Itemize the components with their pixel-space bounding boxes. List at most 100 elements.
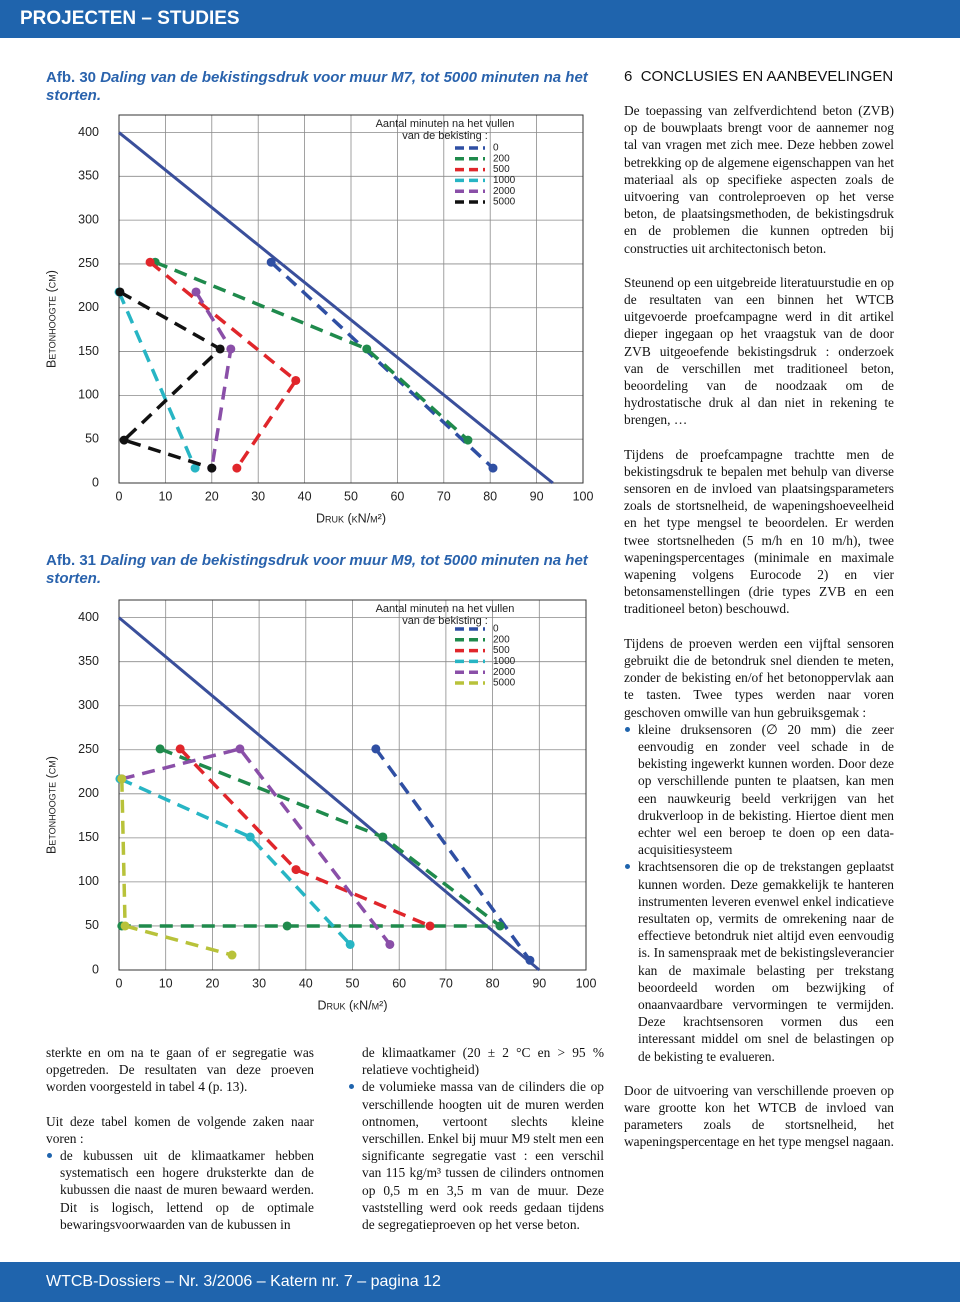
paragraph: Tijdens de proefcampagne trachtte men de… [624,446,894,617]
data-point [495,921,505,931]
legend-title: Aantal minuten na het vullen van de beki… [375,603,515,627]
legend-label: 200 [493,153,510,164]
reference-line [118,616,541,972]
caption: Afb. 31 Daling van de bekistingsdruk voo… [46,552,606,588]
header-title: PROJECTEN – STUDIES [20,8,240,29]
data-point [155,744,165,754]
y-tick-label: 300 [78,212,99,226]
x-tick-label: 90 [530,489,544,503]
data-point [190,463,200,473]
y-tick-label: 400 [78,125,99,139]
y-tick-label: 350 [78,654,99,668]
footer: WTCB-Dossiers – Nr. 3/2006 – Katern nr. … [0,1262,960,1302]
x-tick-label: 50 [344,489,358,503]
data-point [145,257,155,267]
legend-label: 0 [493,143,499,154]
data-point [232,463,242,473]
caption-label: Afb. 31 [46,552,97,569]
y-tick-label: 400 [78,610,99,624]
data-point [227,950,237,960]
data-point [525,955,535,965]
paragraph: Uit deze tabel komen de volgende zaken n… [46,1113,314,1146]
y-tick-label: 0 [92,475,99,489]
x-tick-label: 20 [205,489,219,503]
legend-label: 2000 [493,186,516,197]
x-tick-label: 70 [439,976,453,990]
series-line [119,290,224,470]
x-axis-label: Druk (kN/m²) [316,511,386,525]
y-tick-label: 250 [78,742,99,756]
x-tick-label: 10 [158,489,172,503]
y-tick-label: 150 [78,830,99,844]
caption: Afb. 30 Daling van de bekistingsdruk voo… [46,69,606,105]
series-line [194,291,233,469]
x-tick-label: 100 [573,489,594,503]
x-tick-label: 60 [390,489,404,503]
y-tick-label: 150 [78,344,99,358]
legend-label: 200 [493,634,510,645]
series-line [270,260,495,470]
series-line [121,746,392,946]
data-point [291,865,301,875]
caption-label: Afb. 30 [46,69,97,86]
legend-label: 5000 [493,678,516,689]
y-tick-label: 50 [85,431,99,445]
y-tick-label: 250 [78,256,99,270]
paragraph: Door de uitvoering van verschillende pro… [624,1082,894,1150]
data-point [120,921,130,931]
bullet: krachtsensoren die op de trekstangen gep… [625,859,894,1064]
legend-label: 1000 [493,175,516,186]
data-point [245,832,255,842]
x-tick-label: 0 [116,489,123,503]
continuation: de klimaatkamer (20 ± 2 °C en > 95 % rel… [362,1045,604,1078]
data-point [266,257,276,267]
x-tick-label: 30 [251,489,265,503]
y-tick-label: 350 [78,169,99,183]
y-tick-label: 0 [92,962,99,976]
data-point [207,463,217,473]
series-line [178,747,431,928]
data-point [191,287,201,297]
data-point [226,344,236,354]
data-point [291,375,301,385]
x-tick-label: 90 [532,976,546,990]
x-tick-label: 60 [392,976,406,990]
series-line [148,260,299,470]
data-point [119,435,129,445]
y-axis-label: Betonhoogte (cm) [44,756,58,854]
y-tick-label: 100 [78,874,99,888]
paragraph: Steunend op een uitgebreide literatuurst… [624,274,894,428]
legend-label: 5000 [493,197,516,208]
legend-label: 1000 [493,656,516,667]
data-point [115,287,125,297]
paragraph: De toepassing van zelfverdichtend beton … [624,103,894,256]
y-axis-label: Betonhoogte (cm) [44,270,58,368]
data-point [378,832,388,842]
middle-column: de klimaatkamer (20 ± 2 °C en > 95 % rel… [348,1044,604,1233]
y-tick-label: 200 [78,300,99,314]
data-point [425,921,435,931]
charts: 0 10 20 30 40 50 60 70 80 90 100050100150200250300… [44,114,596,1012]
data-point [175,744,185,754]
data-point [371,744,381,754]
caption-text: Daling van de bekistingsdruk voor muur M… [46,69,588,104]
bullet-list: de volumieke massa van de cilinders die … [348,1078,604,1233]
x-tick-label: 70 [437,489,451,503]
data-point [345,939,355,949]
section-heading: 6 CONCLUSIES EN AANBEVELINGEN [624,68,894,86]
header: PROJECTEN – STUDIES [0,0,960,38]
data-point [282,921,292,931]
data-point [463,435,473,445]
y-tick-label: 200 [78,786,99,800]
plot-frame [118,114,584,484]
series-line [117,291,197,469]
footer-text: WTCB-Dossiers – Nr. 3/2006 – Katern nr. … [46,1273,441,1290]
data-point [362,344,372,354]
data-point [215,344,225,354]
series-line [121,747,506,928]
y-tick-label: 100 [78,388,99,402]
section-number: 6 [624,68,633,85]
x-axis-label: Druk (kN/m²) [318,998,388,1012]
y-tick-label: 300 [78,698,99,712]
